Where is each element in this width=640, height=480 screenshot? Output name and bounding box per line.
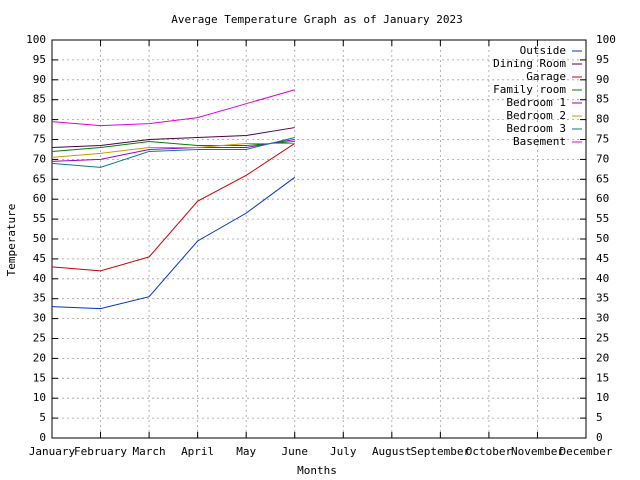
x-tick-label: May <box>236 445 256 458</box>
y2-tick-label: 15 <box>596 371 609 384</box>
y2-tick-label: 95 <box>596 53 609 66</box>
x-tick-label: December <box>560 445 613 458</box>
y-tick-label: 50 <box>33 232 46 245</box>
series-line <box>51 143 296 272</box>
y2-tick-label: 70 <box>596 152 609 165</box>
y-tick-label: 35 <box>33 292 46 305</box>
x-tick-label: February <box>74 445 127 458</box>
legend-label: Bedroom 3 <box>506 122 566 135</box>
y2-tick-label: 75 <box>596 133 609 146</box>
y-tick-label: 10 <box>33 391 46 404</box>
y-tick-label: 65 <box>33 172 46 185</box>
series-line <box>51 140 295 152</box>
y-tick-label: 45 <box>33 252 46 265</box>
series-line <box>51 127 295 148</box>
legend-label: Garage <box>526 70 566 83</box>
y2-tick-label: 45 <box>596 252 609 265</box>
y2-tick-label: 30 <box>596 312 609 325</box>
y-tick-label: 0 <box>39 431 46 444</box>
x-tick-label: October <box>466 445 513 458</box>
legend-label: Family room <box>493 83 566 96</box>
series-line <box>51 137 295 168</box>
y2-tick-label: 10 <box>596 391 609 404</box>
legend-label: Dining Room <box>493 57 566 70</box>
y2-tick-label: 25 <box>596 332 609 345</box>
y-tick-label: 40 <box>33 272 46 285</box>
x-tick-label: July <box>330 445 357 458</box>
y2-tick-label: 50 <box>596 232 609 245</box>
series-line <box>51 142 295 158</box>
x-tick-label: June <box>281 445 308 458</box>
y-tick-label: 95 <box>33 53 46 66</box>
x-tick-label: November <box>511 445 564 458</box>
y-tick-label: 20 <box>33 351 46 364</box>
y2-tick-label: 60 <box>596 192 609 205</box>
x-tick-label: August <box>372 445 412 458</box>
y-tick-label: 60 <box>33 192 46 205</box>
y2-tick-label: 35 <box>596 292 609 305</box>
chart-title: Average Temperature Graph as of January … <box>171 13 462 26</box>
plot-frame <box>51 39 587 439</box>
y2-tick-label: 90 <box>596 73 609 86</box>
x-tick-label: April <box>181 445 214 458</box>
y-tick-label: 5 <box>39 411 46 424</box>
y-tick-label: 90 <box>33 73 46 86</box>
y-tick-label: 70 <box>33 152 46 165</box>
y-tick-label: 100 <box>26 33 46 46</box>
y2-tick-label: 100 <box>596 33 616 46</box>
y-tick-label: 80 <box>33 113 46 126</box>
y2-tick-label: 65 <box>596 172 609 185</box>
y-tick-label: 30 <box>33 312 46 325</box>
y2-tick-label: 5 <box>596 411 603 424</box>
y2-tick-label: 0 <box>596 431 603 444</box>
x-tick-label: March <box>133 445 166 458</box>
legend-label: Basement <box>513 135 566 148</box>
y-tick-label: 15 <box>33 371 46 384</box>
x-axis-label: Months <box>297 464 337 477</box>
series-line <box>51 176 296 310</box>
series-line <box>51 89 295 127</box>
y-axis-label: Temperature <box>5 204 18 277</box>
legend-label: Outside <box>520 44 566 57</box>
y2-tick-label: 55 <box>596 212 609 225</box>
legend-label: Bedroom 2 <box>506 109 566 122</box>
y-tick-label: 25 <box>33 332 46 345</box>
series-line <box>51 139 295 162</box>
y-tick-label: 75 <box>33 133 46 146</box>
y2-tick-label: 85 <box>596 93 609 106</box>
x-tick-label: September <box>411 445 471 458</box>
legend-label: Bedroom 1 <box>506 96 566 109</box>
y2-tick-label: 20 <box>596 351 609 364</box>
y-tick-label: 55 <box>33 212 46 225</box>
y-tick-label: 85 <box>33 93 46 106</box>
y2-tick-label: 80 <box>596 113 609 126</box>
y2-tick-label: 40 <box>596 272 609 285</box>
x-tick-label: January <box>29 445 76 458</box>
